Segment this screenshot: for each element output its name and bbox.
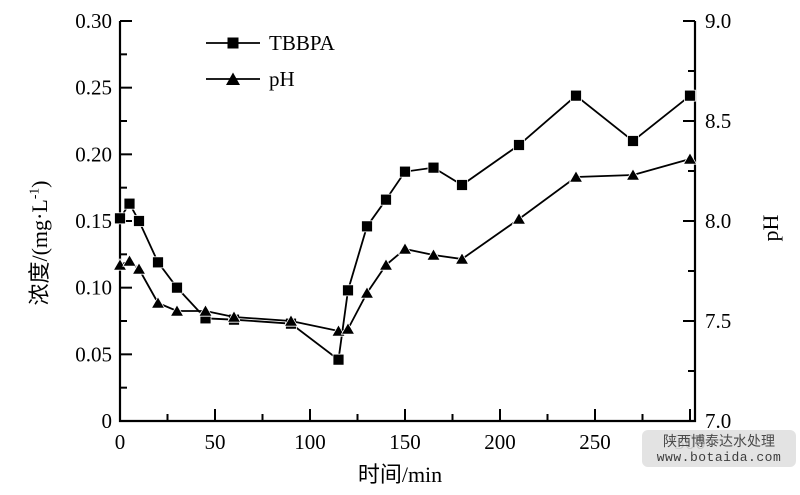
data-point-square-tbbpa	[114, 212, 126, 225]
data-point-triangle-ph	[426, 248, 441, 261]
data-point-square-tbbpa	[123, 197, 136, 210]
data-point-triangle-ph	[511, 212, 527, 225]
data-point-triangle-ph	[169, 304, 185, 317]
legend-item-tbbpa: TBBPA	[206, 25, 335, 61]
data-point-square-tbbpa	[332, 353, 345, 366]
y-left-tick-label: 0.05	[75, 342, 112, 366]
legend-label-ph: pH	[269, 66, 295, 91]
data-point-triangle-ph	[226, 310, 242, 323]
legend-square-marker-icon	[206, 37, 260, 49]
data-point-triangle-ph	[122, 254, 137, 267]
data-point-square-tbbpa	[570, 89, 582, 102]
y-right-tick-label: 7.0	[705, 409, 731, 433]
data-point-square-tbbpa	[456, 179, 468, 191]
y-axis-left-title: 浓度/(mg·L-1)	[22, 180, 54, 305]
data-point-square-tbbpa	[513, 139, 525, 151]
data-point-triangle-ph	[568, 170, 584, 183]
data-point-square-tbbpa	[152, 256, 164, 269]
x-tick-label: 250	[579, 430, 611, 454]
data-point-square-tbbpa	[399, 165, 411, 178]
legend-label-tbbpa: TBBPA	[269, 30, 335, 55]
data-point-square-tbbpa	[342, 284, 354, 297]
data-point-square-tbbpa	[171, 281, 183, 294]
legend: TBBPA pH	[206, 25, 335, 97]
data-point-triangle-ph	[682, 152, 698, 165]
data-point-triangle-ph	[340, 322, 356, 335]
y-axis-left-title-text: 浓度/(mg·L	[27, 199, 52, 306]
y-axis-left-title-sup: -1	[26, 187, 42, 200]
data-point-square-tbbpa	[133, 215, 145, 227]
x-tick-label: 50	[205, 430, 226, 454]
watermark-url: www.botaida.com	[656, 449, 782, 465]
data-point-triangle-ph	[397, 242, 413, 255]
y-left-tick-label: 0.25	[75, 76, 112, 100]
data-point-triangle-ph	[625, 168, 641, 181]
data-point-triangle-ph	[150, 296, 166, 309]
x-axis-title: 时间/min	[357, 462, 443, 487]
watermark: 陕西博泰达水处理 www.botaida.com	[642, 430, 796, 467]
y-right-tick-label: 8.5	[705, 109, 731, 133]
y-left-tick-label: 0.20	[75, 142, 112, 166]
y-axis-left-title-close: )	[27, 180, 52, 188]
data-point-square-tbbpa	[427, 161, 440, 174]
x-tick-label: 100	[294, 430, 326, 454]
data-point-square-tbbpa	[627, 135, 639, 147]
y-left-tick-label: 0.10	[75, 276, 112, 300]
data-point-square-tbbpa	[380, 193, 392, 206]
legend-triangle-marker-icon	[206, 72, 260, 85]
data-point-triangle-ph	[112, 258, 128, 271]
watermark-company-name: 陕西博泰达水处理	[663, 432, 775, 449]
y-left-tick-label: 0.30	[75, 9, 112, 33]
y-right-tick-label: 9.0	[705, 9, 731, 33]
data-point-triangle-ph	[454, 252, 470, 265]
data-point-square-tbbpa	[361, 220, 373, 233]
y-right-tick-label: 7.5	[705, 309, 731, 333]
data-point-triangle-ph	[131, 262, 147, 275]
x-tick-label: 150	[389, 430, 421, 454]
data-point-square-tbbpa	[684, 89, 696, 102]
x-tick-label: 200	[484, 430, 516, 454]
y-right-tick-label: 8.0	[705, 209, 731, 233]
legend-item-ph: pH	[206, 61, 335, 97]
y-axis-right-title: pH	[758, 214, 783, 242]
y-left-tick-label: 0	[102, 409, 113, 433]
data-point-triangle-ph	[283, 314, 299, 327]
y-left-tick-label: 0.15	[75, 209, 112, 233]
data-point-triangle-ph	[359, 286, 375, 299]
data-point-triangle-ph	[198, 304, 213, 317]
x-tick-label: 0	[115, 430, 126, 454]
data-point-triangle-ph	[378, 258, 394, 271]
